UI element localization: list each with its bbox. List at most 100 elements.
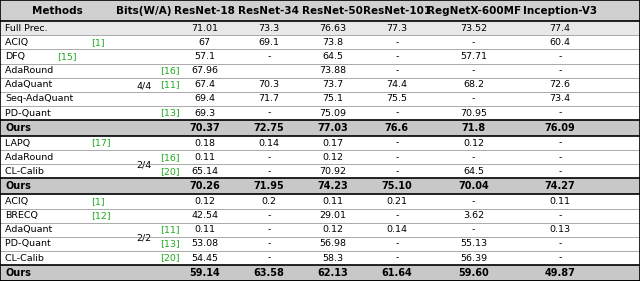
Text: 61.64: 61.64 xyxy=(381,268,412,278)
Text: 0.17: 0.17 xyxy=(323,139,343,148)
Text: 73.3: 73.3 xyxy=(258,24,280,33)
Text: 75.5: 75.5 xyxy=(387,94,407,103)
Text: 0.14: 0.14 xyxy=(259,139,279,148)
Text: 74.27: 74.27 xyxy=(545,182,575,191)
Text: 69.4: 69.4 xyxy=(195,94,215,103)
Text: ResNet-101: ResNet-101 xyxy=(363,6,431,15)
Bar xyxy=(0,78,640,92)
Text: ResNet-34: ResNet-34 xyxy=(238,6,300,15)
Text: -: - xyxy=(395,66,399,75)
Text: -: - xyxy=(395,38,399,47)
Text: [11]: [11] xyxy=(160,80,180,89)
Text: 71.01: 71.01 xyxy=(191,24,218,33)
Bar xyxy=(0,251,640,265)
Text: 0.12: 0.12 xyxy=(323,153,343,162)
Text: -: - xyxy=(472,197,476,206)
Text: [11]: [11] xyxy=(160,225,180,234)
Bar xyxy=(0,178,640,194)
Text: -: - xyxy=(558,253,562,262)
Bar xyxy=(0,120,640,136)
Bar xyxy=(0,265,640,281)
Text: -: - xyxy=(267,52,271,61)
Text: CL-Calib: CL-Calib xyxy=(5,167,47,176)
Text: [17]: [17] xyxy=(92,139,111,148)
Text: 70.26: 70.26 xyxy=(189,182,220,191)
Text: 0.12: 0.12 xyxy=(463,139,484,148)
Text: Ours: Ours xyxy=(5,268,31,278)
Text: [20]: [20] xyxy=(160,253,180,262)
Text: 53.08: 53.08 xyxy=(191,239,218,248)
Text: -: - xyxy=(395,253,399,262)
Text: 74.23: 74.23 xyxy=(317,182,348,191)
Text: 0.11: 0.11 xyxy=(195,153,215,162)
Text: [13]: [13] xyxy=(160,239,180,248)
Text: AdaQuant: AdaQuant xyxy=(5,225,56,234)
Text: -: - xyxy=(558,52,562,61)
Text: 67.96: 67.96 xyxy=(191,66,218,75)
Bar xyxy=(0,21,640,35)
Text: -: - xyxy=(558,211,562,220)
Text: 0.18: 0.18 xyxy=(195,139,215,148)
Text: 57.1: 57.1 xyxy=(195,52,215,61)
Text: 0.11: 0.11 xyxy=(323,197,343,206)
Text: 73.88: 73.88 xyxy=(319,66,346,75)
Text: 70.3: 70.3 xyxy=(258,80,280,89)
Text: 71.8: 71.8 xyxy=(461,123,486,133)
Text: 76.63: 76.63 xyxy=(319,24,346,33)
Text: -: - xyxy=(472,153,476,162)
Text: -: - xyxy=(558,139,562,148)
Bar xyxy=(0,237,640,251)
Text: ResNet-18: ResNet-18 xyxy=(174,6,236,15)
Text: 2/4: 2/4 xyxy=(136,161,152,170)
Text: Inception-V3: Inception-V3 xyxy=(523,6,597,15)
Text: 71.95: 71.95 xyxy=(253,182,284,191)
Text: 63.58: 63.58 xyxy=(253,268,284,278)
Text: -: - xyxy=(267,225,271,234)
Bar xyxy=(0,92,640,106)
Text: 57.71: 57.71 xyxy=(460,52,487,61)
Text: -: - xyxy=(472,38,476,47)
Text: Bits(W/A): Bits(W/A) xyxy=(116,6,172,15)
Bar xyxy=(0,223,640,237)
Text: -: - xyxy=(395,108,399,117)
Text: 42.54: 42.54 xyxy=(191,211,218,220)
Bar xyxy=(0,64,640,78)
Text: 2/2: 2/2 xyxy=(136,233,152,242)
Text: Ours: Ours xyxy=(5,123,31,133)
Text: ACIQ: ACIQ xyxy=(5,197,31,206)
Text: [16]: [16] xyxy=(160,66,180,75)
Text: AdaQuant: AdaQuant xyxy=(5,80,56,89)
Text: [1]: [1] xyxy=(92,38,105,47)
Text: 73.52: 73.52 xyxy=(460,24,487,33)
Text: Seq-AdaQuant: Seq-AdaQuant xyxy=(5,94,74,103)
Text: PD-Quant: PD-Quant xyxy=(5,239,54,248)
Text: DFQ: DFQ xyxy=(5,52,25,61)
Text: [15]: [15] xyxy=(57,52,76,61)
Text: -: - xyxy=(267,153,271,162)
Text: 55.13: 55.13 xyxy=(460,239,487,248)
Text: -: - xyxy=(395,211,399,220)
Text: [13]: [13] xyxy=(160,108,180,117)
Bar xyxy=(0,0,640,21)
Text: 0.2: 0.2 xyxy=(261,197,276,206)
Bar xyxy=(0,164,640,178)
Text: 64.5: 64.5 xyxy=(463,167,484,176)
Text: 74.4: 74.4 xyxy=(387,80,407,89)
Text: 0.21: 0.21 xyxy=(387,197,407,206)
Text: 67: 67 xyxy=(199,38,211,47)
Text: -: - xyxy=(558,239,562,248)
Text: 56.98: 56.98 xyxy=(319,239,346,248)
Text: 0.11: 0.11 xyxy=(550,197,570,206)
Text: 60.4: 60.4 xyxy=(550,38,570,47)
Text: 73.8: 73.8 xyxy=(322,38,344,47)
Text: 64.5: 64.5 xyxy=(323,52,343,61)
Text: 0.12: 0.12 xyxy=(323,225,343,234)
Text: 73.4: 73.4 xyxy=(549,94,571,103)
Text: RegNetX-600MF: RegNetX-600MF xyxy=(426,6,521,15)
Text: 70.37: 70.37 xyxy=(189,123,220,133)
Text: 72.75: 72.75 xyxy=(253,123,284,133)
Text: 77.03: 77.03 xyxy=(317,123,348,133)
Text: 70.95: 70.95 xyxy=(460,108,487,117)
Text: 72.6: 72.6 xyxy=(550,80,570,89)
Text: BRECQ: BRECQ xyxy=(5,211,38,220)
